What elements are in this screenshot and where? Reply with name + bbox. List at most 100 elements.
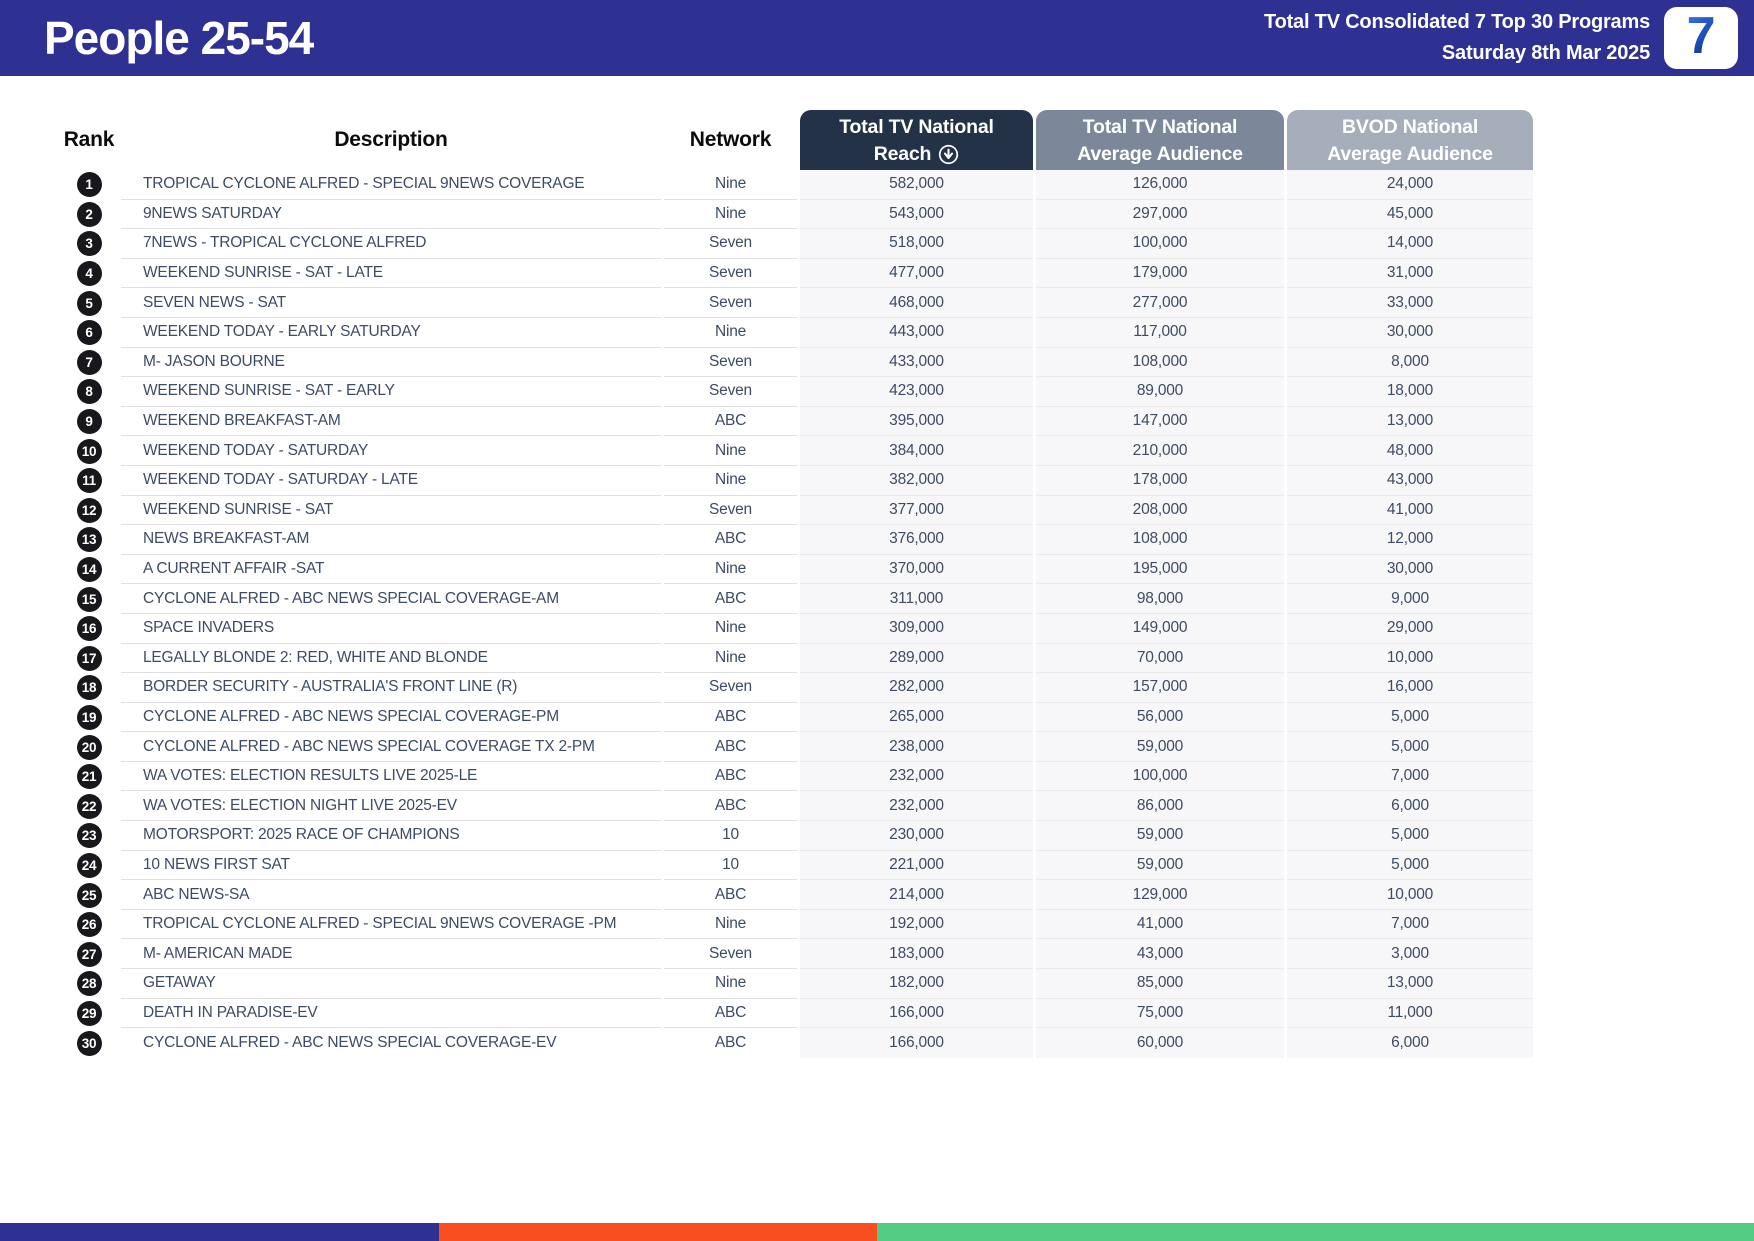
table-row: 2 9NEWS SATURDAY Nine 543,000 297,000 45… bbox=[60, 199, 1533, 230]
row-description: CYCLONE ALFRED - ABC NEWS SPECIAL COVERA… bbox=[121, 732, 661, 762]
row-reach: 265,000 bbox=[800, 702, 1033, 733]
row-reach: 166,000 bbox=[800, 1028, 1033, 1058]
rank-badge: 15 bbox=[76, 586, 102, 612]
rank-badge: 9 bbox=[76, 409, 102, 435]
row-bvod: 7,000 bbox=[1287, 909, 1533, 940]
row-description: DEATH IN PARADISE-EV bbox=[121, 999, 661, 1029]
row-reach: 582,000 bbox=[800, 170, 1033, 200]
row-bvod: 24,000 bbox=[1287, 170, 1533, 200]
rank-cell: 10 bbox=[60, 436, 118, 466]
programs-table: Rank Description Network Total TV Nation… bbox=[60, 110, 1533, 1058]
row-reach: 232,000 bbox=[800, 761, 1033, 792]
row-network: ABC bbox=[664, 703, 797, 733]
row-reach: 214,000 bbox=[800, 880, 1033, 910]
row-network: 10 bbox=[664, 821, 797, 851]
row-description: CYCLONE ALFRED - ABC NEWS SPECIAL COVERA… bbox=[121, 584, 661, 614]
row-network: ABC bbox=[664, 762, 797, 792]
row-reach: 238,000 bbox=[800, 732, 1033, 762]
row-bvod: 5,000 bbox=[1287, 702, 1533, 733]
rank-badge: 10 bbox=[76, 438, 102, 464]
rank-cell: 14 bbox=[60, 555, 118, 585]
table-row: 29 DEATH IN PARADISE-EV ABC 166,000 75,0… bbox=[60, 998, 1533, 1029]
row-avg: 100,000 bbox=[1036, 229, 1284, 259]
rank-cell: 9 bbox=[60, 407, 118, 437]
row-network: Nine bbox=[664, 466, 797, 496]
row-bvod: 3,000 bbox=[1287, 939, 1533, 970]
row-avg: 195,000 bbox=[1036, 554, 1284, 585]
row-avg: 117,000 bbox=[1036, 317, 1284, 348]
rank-cell: 30 bbox=[60, 1028, 118, 1058]
row-avg: 108,000 bbox=[1036, 347, 1284, 378]
rank-cell: 18 bbox=[60, 673, 118, 703]
row-description: WA VOTES: ELECTION NIGHT LIVE 2025-EV bbox=[121, 791, 661, 822]
row-bvod: 16,000 bbox=[1287, 673, 1533, 703]
row-reach: 289,000 bbox=[800, 643, 1033, 674]
row-reach: 395,000 bbox=[800, 406, 1033, 437]
table-row: 3 7NEWS - TROPICAL CYCLONE ALFRED Seven … bbox=[60, 229, 1533, 259]
rank-badge: 26 bbox=[76, 912, 102, 938]
row-description: A CURRENT AFFAIR -SAT bbox=[121, 555, 661, 585]
row-bvod: 6,000 bbox=[1287, 791, 1533, 822]
reach-header-line1: Total TV National bbox=[839, 115, 994, 138]
row-network: Nine bbox=[664, 555, 797, 585]
row-network: Nine bbox=[664, 614, 797, 644]
row-reach: 192,000 bbox=[800, 909, 1033, 940]
row-avg: 59,000 bbox=[1036, 850, 1284, 881]
row-description: WA VOTES: ELECTION RESULTS LIVE 2025-LE bbox=[121, 762, 661, 792]
page-title: People 25-54 bbox=[44, 12, 314, 64]
row-avg: 86,000 bbox=[1036, 791, 1284, 822]
row-network: ABC bbox=[664, 880, 797, 910]
row-bvod: 13,000 bbox=[1287, 406, 1533, 437]
row-description: WEEKEND TODAY - EARLY SATURDAY bbox=[121, 318, 661, 348]
row-bvod: 12,000 bbox=[1287, 525, 1533, 555]
column-header-description: Description bbox=[334, 128, 448, 151]
rank-cell: 8 bbox=[60, 377, 118, 407]
rank-badge: 29 bbox=[76, 1000, 102, 1026]
table-row: 7 M- JASON BOURNE Seven 433,000 108,000 … bbox=[60, 347, 1533, 378]
row-avg: 60,000 bbox=[1036, 1028, 1284, 1058]
table-row: 6 WEEKEND TODAY - EARLY SATURDAY Nine 44… bbox=[60, 317, 1533, 348]
table-header-row: Rank Description Network Total TV Nation… bbox=[60, 110, 1533, 170]
table-row: 13 NEWS BREAKFAST-AM ABC 376,000 108,000… bbox=[60, 525, 1533, 555]
row-description: M- JASON BOURNE bbox=[121, 348, 661, 378]
row-bvod: 5,000 bbox=[1287, 821, 1533, 851]
rank-badge: 21 bbox=[76, 764, 102, 790]
table-row: 15 CYCLONE ALFRED - ABC NEWS SPECIAL COV… bbox=[60, 584, 1533, 614]
row-reach: 443,000 bbox=[800, 317, 1033, 348]
row-network: Nine bbox=[664, 644, 797, 674]
seven-logo-glyph: 7 bbox=[1686, 7, 1716, 65]
row-bvod: 10,000 bbox=[1287, 643, 1533, 674]
rank-cell: 2 bbox=[60, 200, 118, 230]
seven-network-logo-icon: 7 bbox=[1664, 7, 1738, 69]
row-network: ABC bbox=[664, 525, 797, 555]
column-header-average-audience: Total TV National Average Audience bbox=[1036, 110, 1284, 170]
row-reach: 518,000 bbox=[800, 229, 1033, 259]
row-network: ABC bbox=[664, 999, 797, 1029]
rank-badge: 16 bbox=[76, 616, 102, 642]
row-network: Nine bbox=[664, 436, 797, 466]
table-row: 8 WEEKEND SUNRISE - SAT - EARLY Seven 42… bbox=[60, 377, 1533, 407]
rank-cell: 5 bbox=[60, 288, 118, 318]
row-avg: 149,000 bbox=[1036, 613, 1284, 644]
rank-badge: 13 bbox=[76, 527, 102, 553]
row-network: Nine bbox=[664, 910, 797, 940]
row-reach: 232,000 bbox=[800, 791, 1033, 822]
row-avg: 59,000 bbox=[1036, 732, 1284, 762]
table-row: 4 WEEKEND SUNRISE - SAT - LATE Seven 477… bbox=[60, 258, 1533, 289]
rank-cell: 4 bbox=[60, 259, 118, 289]
report-title: Total TV Consolidated 7 Top 30 Programs bbox=[1264, 11, 1650, 33]
rank-cell: 27 bbox=[60, 939, 118, 969]
row-reach: 370,000 bbox=[800, 554, 1033, 585]
row-bvod: 6,000 bbox=[1287, 1028, 1533, 1058]
rank-cell: 22 bbox=[60, 791, 118, 821]
row-network: Seven bbox=[664, 229, 797, 259]
sort-descending-icon bbox=[939, 145, 959, 165]
row-reach: 433,000 bbox=[800, 347, 1033, 378]
row-network: ABC bbox=[714, 1034, 747, 1052]
row-bvod: 45,000 bbox=[1287, 199, 1533, 230]
table-row: 30 CYCLONE ALFRED - ABC NEWS SPECIAL COV… bbox=[60, 1028, 1533, 1058]
row-bvod: 8,000 bbox=[1287, 347, 1533, 378]
row-description: SEVEN NEWS - SAT bbox=[121, 288, 661, 318]
table-row: 9 WEEKEND BREAKFAST-AM ABC 395,000 147,0… bbox=[60, 406, 1533, 437]
rank-badge: 28 bbox=[76, 971, 102, 997]
